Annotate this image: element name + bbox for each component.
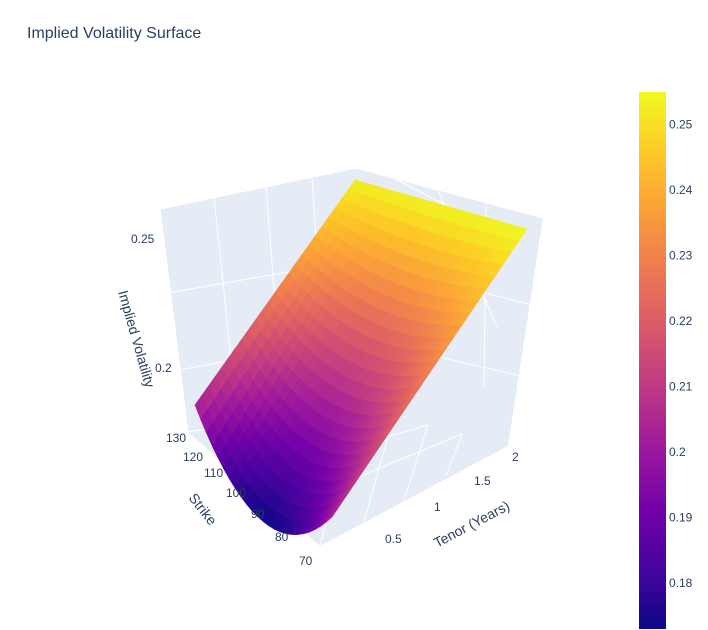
colorbar: [639, 92, 666, 629]
z-tick-label: 0.25: [131, 232, 155, 246]
colorbar-tick-label: 0.23: [669, 249, 693, 263]
colorbar-tick-label: 0.19: [669, 511, 693, 525]
strike-tick-label: 80: [275, 530, 289, 544]
tenor-tick-label: 1.5: [474, 474, 491, 488]
tenor-tick-label: 0.5: [385, 532, 402, 546]
colorbar-tick-label: 0.2: [669, 445, 686, 459]
z-tick-label: 0.2: [155, 361, 172, 375]
strike-tick-label: 90: [251, 507, 265, 521]
colorbar-tick-label: 0.22: [669, 314, 693, 328]
strike-tick-label: 130: [166, 431, 186, 445]
chart-title: Implied Volatility Surface: [27, 25, 201, 42]
colorbar-ticks: 0.18 0.19 0.2 0.21 0.22 0.23 0.24 0.25: [669, 118, 693, 590]
strike-tick-label: 110: [204, 466, 223, 480]
surface-cell: [326, 504, 341, 523]
z-axis-ticks: 0.2 0.25: [131, 232, 172, 375]
strike-tick-label: 70: [299, 554, 313, 568]
colorbar-tick-label: 0.18: [669, 576, 693, 590]
colorbar-tick-label: 0.25: [669, 118, 693, 132]
iv-surface: [194, 179, 528, 535]
tenor-axis-ticks: 0.5 1 1.5 2: [385, 450, 519, 546]
colorbar-tick-label: 0.24: [669, 183, 693, 197]
strike-tick-label: 120: [183, 450, 203, 464]
strike-tick-label: 100: [226, 486, 246, 500]
tenor-tick-label: 2: [512, 450, 519, 464]
tenor-tick-label: 1: [434, 500, 441, 514]
z-axis-label: Implied Volatility: [115, 288, 158, 389]
tenor-axis-label: Tenor (Years): [431, 497, 512, 550]
colorbar-tick-label: 0.21: [669, 380, 693, 394]
strike-axis-label: Strike: [186, 490, 221, 528]
